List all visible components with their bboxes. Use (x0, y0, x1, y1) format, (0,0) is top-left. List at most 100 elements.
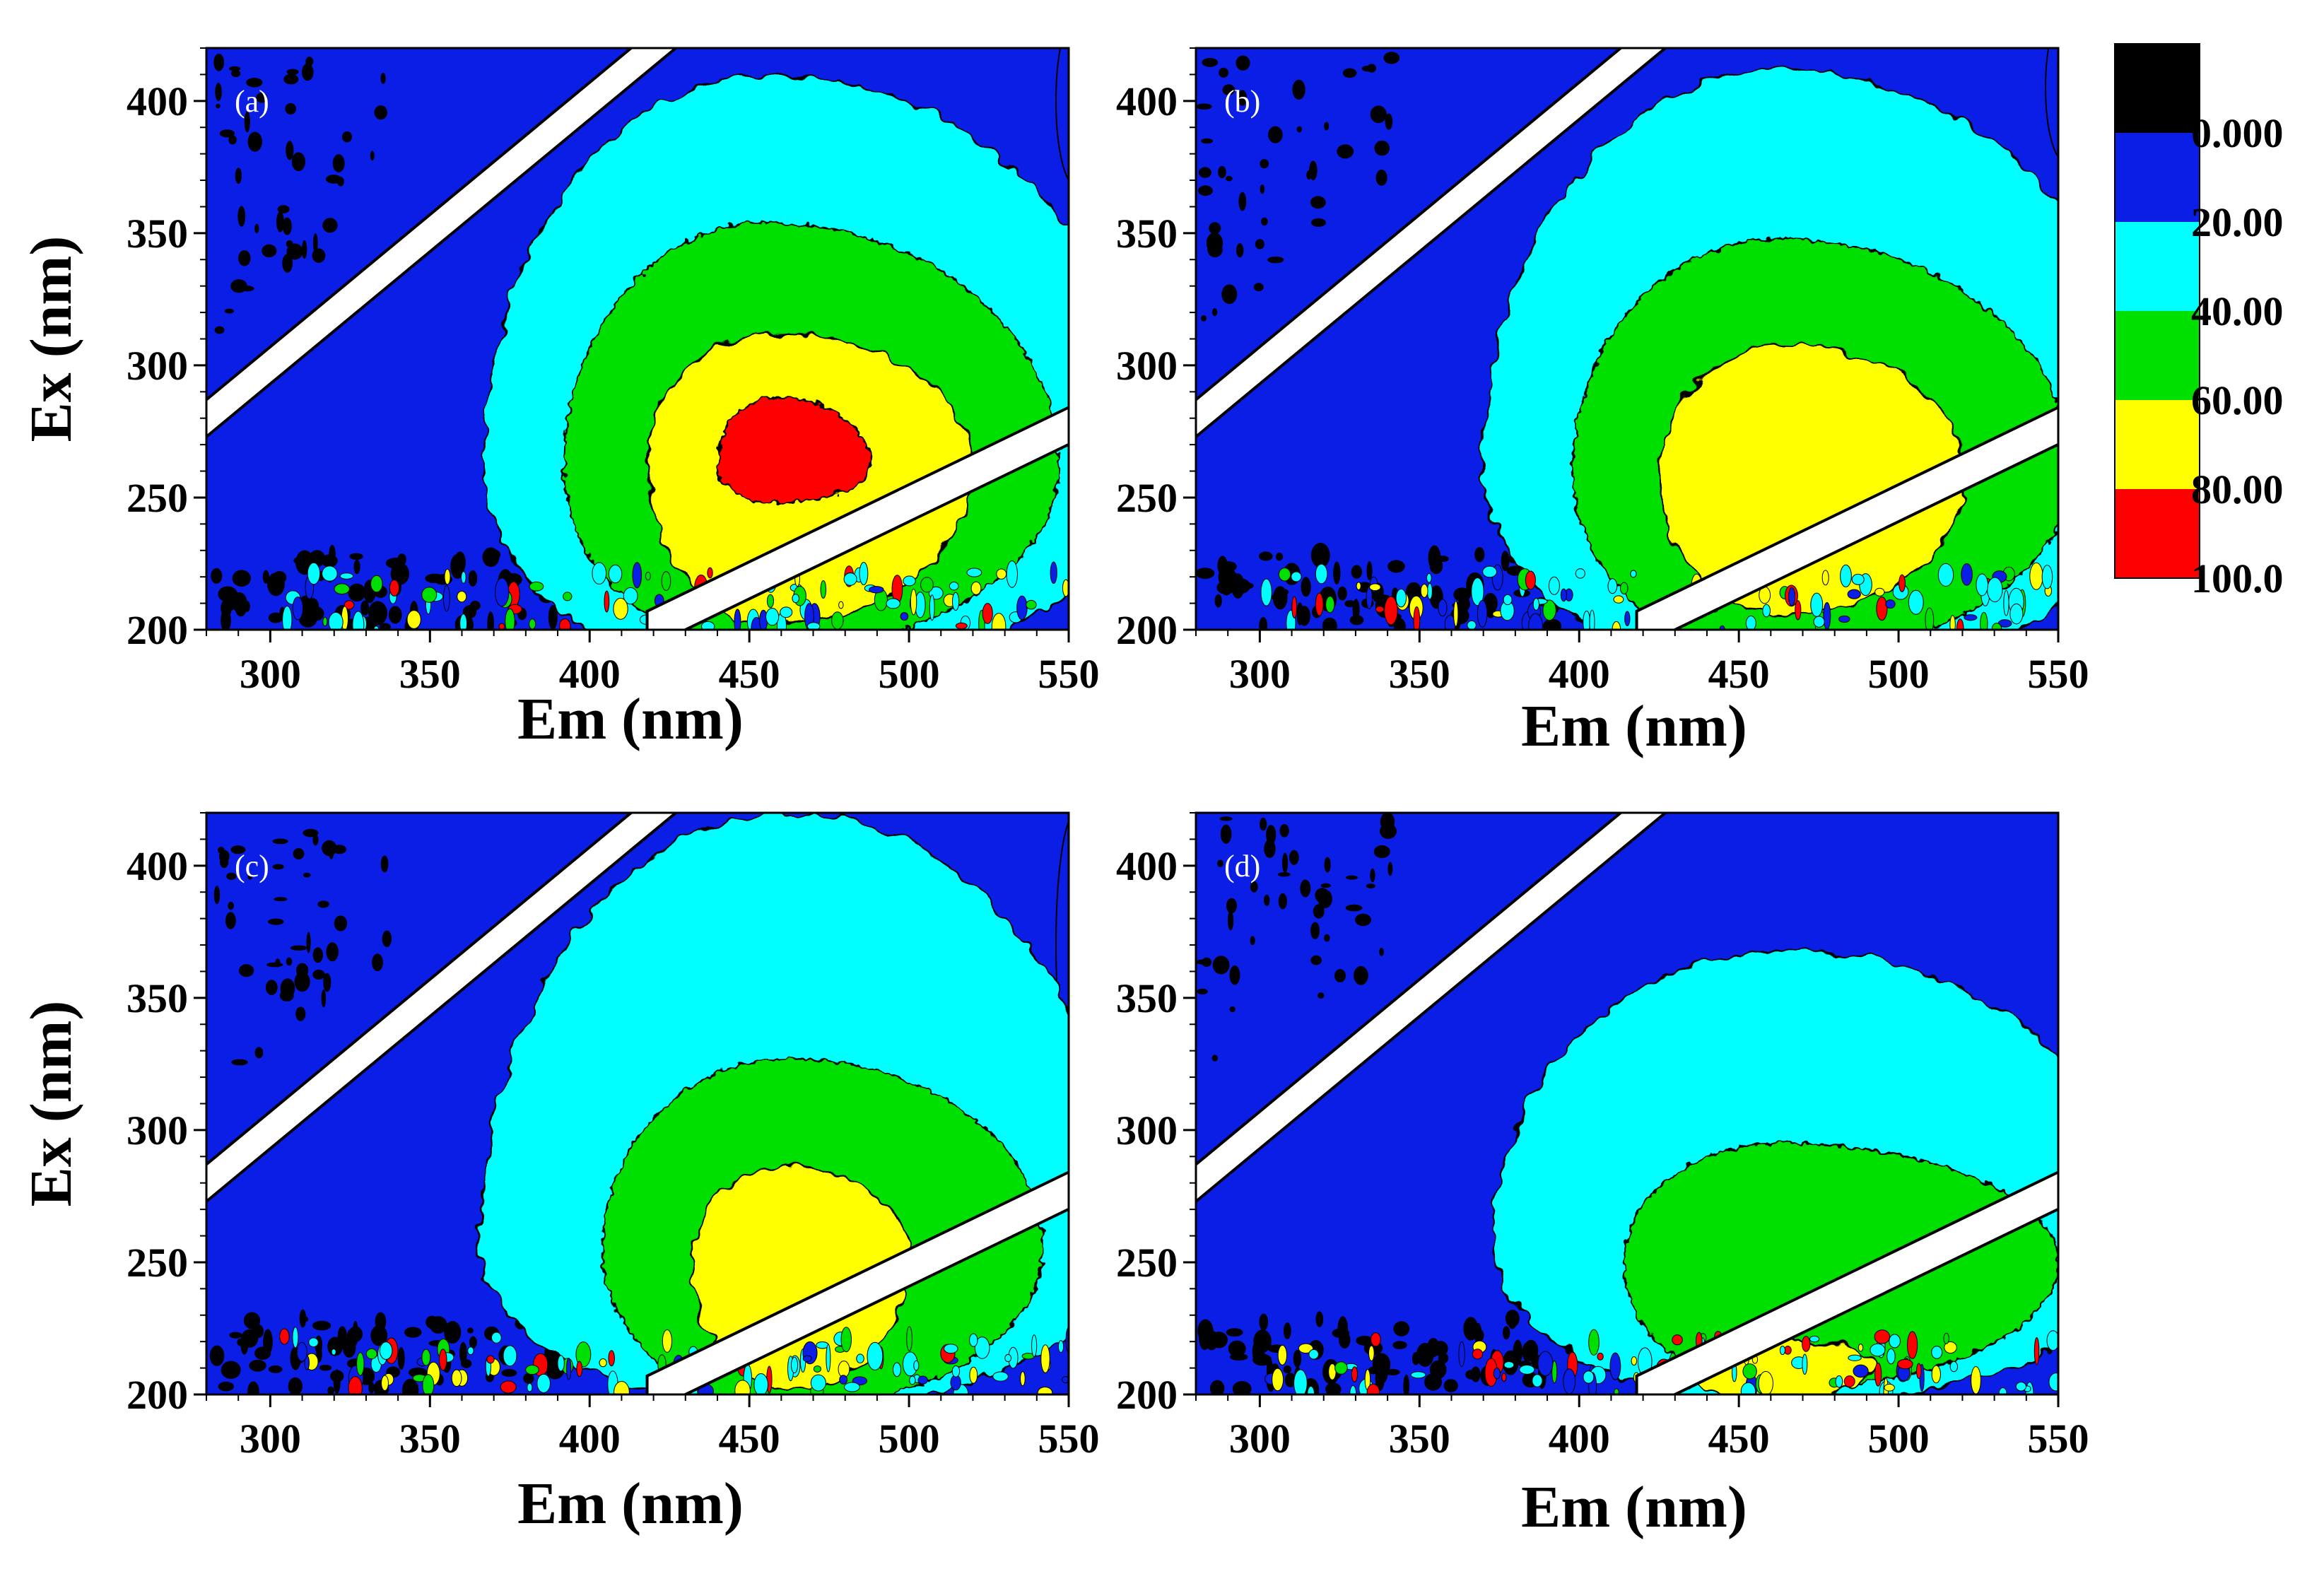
x-tick-label: 550 (1038, 1416, 1100, 1462)
y-tick-label: 400 (1116, 843, 1178, 889)
noise-speck (1324, 122, 1330, 131)
noise-speck (1964, 614, 1978, 621)
noise-speck (1525, 570, 1536, 590)
scatter-band (1196, 48, 1668, 439)
noise-speck (321, 989, 327, 1008)
colorbar-label: 20.00 (2191, 199, 2284, 245)
noise-speck (213, 886, 221, 905)
noise-speck (2034, 1337, 2040, 1365)
noise-speck (457, 590, 467, 603)
noise-speck (334, 583, 350, 595)
noise-speck (486, 1355, 495, 1364)
noise-speck (262, 570, 269, 584)
noise-speck (235, 168, 242, 184)
noise-speck (839, 1375, 848, 1385)
noise-speck (1207, 242, 1223, 258)
noise-speck (1317, 889, 1332, 909)
noise-speck (1372, 1353, 1391, 1376)
noise-speck (1519, 1365, 1535, 1375)
noise-speck (1503, 1361, 1515, 1369)
noise-speck (1810, 592, 1824, 617)
noise-speck (576, 1361, 583, 1378)
noise-speck (1196, 959, 1211, 965)
noise-speck (1607, 578, 1618, 594)
noise-speck (1433, 1341, 1448, 1356)
plot-area (1196, 48, 2058, 630)
noise-speck (1344, 600, 1356, 608)
noise-speck (1211, 1055, 1218, 1062)
noise-speck (286, 957, 293, 966)
noise-speck (1838, 615, 1850, 623)
noise-speck (308, 1337, 319, 1348)
noise-speck (294, 971, 310, 992)
scatter-band-second-order (645, 406, 1069, 630)
noise-speck (382, 930, 392, 948)
noise-speck (1874, 1362, 1882, 1387)
noise-speck (1502, 1326, 1510, 1340)
noise-speck (951, 1365, 961, 1378)
noise-speck (282, 217, 292, 235)
noise-speck (1202, 58, 1219, 67)
y-tick-label: 350 (127, 975, 188, 1021)
noise-speck (460, 571, 466, 584)
noise-speck (1976, 573, 1989, 597)
noise-speck (1788, 587, 1796, 606)
noise-speck (1961, 563, 1973, 586)
noise-speck (1264, 894, 1270, 907)
noise-speck (429, 1316, 447, 1334)
colorbar-label: 80.00 (2191, 466, 2284, 512)
noise-speck (323, 973, 331, 992)
colorbar: 0.000 20.00 40.00 60.00 80.00 100.0 (2114, 43, 2284, 601)
colorbar-label: 40.00 (2191, 288, 2284, 334)
noise-speck (265, 980, 278, 995)
noise-speck (1375, 606, 1385, 613)
x-tick-label: 350 (1389, 1416, 1450, 1462)
noise-speck (840, 1327, 852, 1353)
noise-speck (1309, 160, 1317, 181)
noise-speck (1858, 1344, 1864, 1352)
noise-speck (372, 953, 383, 972)
noise-speck (1310, 196, 1326, 209)
noise-speck (1031, 1334, 1038, 1357)
noise-speck (1802, 1336, 1811, 1352)
noise-speck (1501, 1373, 1507, 1382)
noise-speck (1197, 988, 1208, 995)
noise-speck (949, 582, 959, 591)
noise-speck (1474, 547, 1485, 563)
plot-area (1196, 813, 2058, 1394)
noise-speck (469, 600, 481, 611)
x-tick-label: 450 (719, 651, 780, 697)
noise-speck (268, 1365, 283, 1373)
noise-speck (1393, 1321, 1410, 1337)
noise-speck (226, 872, 237, 880)
noise-speck (379, 1341, 393, 1360)
noise-speck (1385, 113, 1393, 130)
noise-speck (1619, 582, 1628, 595)
noise-speck (970, 581, 982, 595)
noise-speck (1229, 965, 1240, 985)
noise-speck (1212, 308, 1218, 317)
noise-speck (1980, 611, 1988, 630)
noise-speck (2015, 1381, 2026, 1392)
y-tick-label: 250 (127, 475, 188, 521)
noise-speck (813, 1365, 822, 1373)
noise-speck (1779, 1345, 1786, 1356)
noise-speck (219, 129, 235, 138)
noise-speck (1937, 563, 1954, 587)
noise-speck (286, 69, 299, 76)
noise-speck (1201, 315, 1207, 322)
noise-speck (951, 592, 960, 611)
noise-speck (566, 1357, 572, 1380)
x-tick-label: 350 (1389, 651, 1450, 697)
noise-speck (903, 575, 916, 587)
noise-speck (523, 1373, 534, 1384)
noise-speck (263, 1329, 273, 1355)
noise-speck (293, 848, 305, 859)
noise-speck (302, 240, 307, 259)
noise-speck (1613, 595, 1624, 604)
noise-speck (974, 1337, 990, 1359)
noise-speck (404, 1327, 422, 1338)
noise-speck (231, 69, 241, 78)
noise-speck (1016, 595, 1028, 621)
